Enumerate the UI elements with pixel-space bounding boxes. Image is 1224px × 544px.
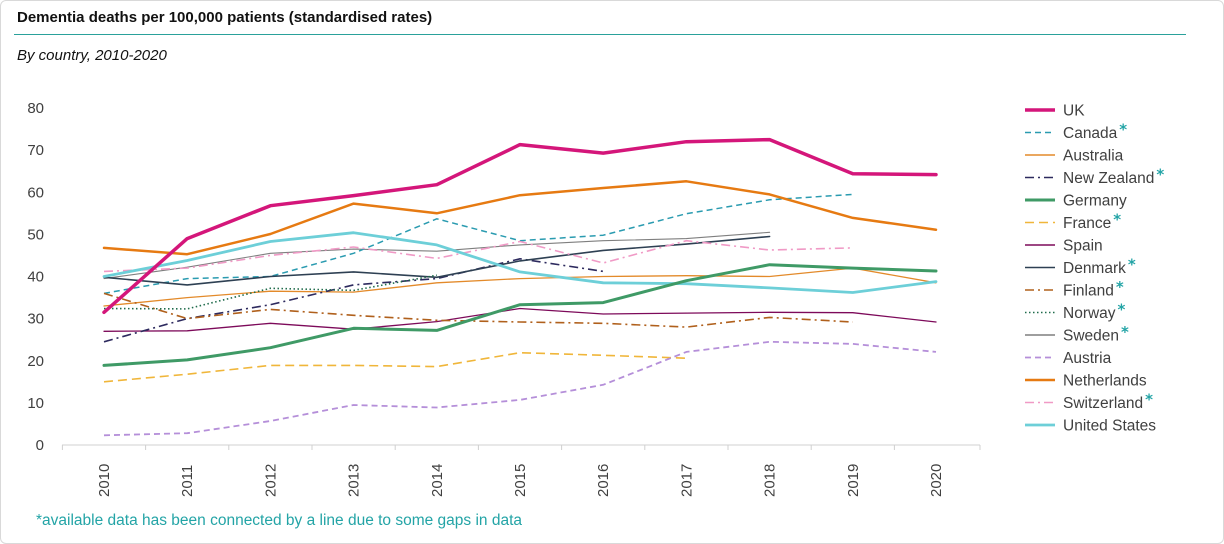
series-line-norway bbox=[103, 274, 437, 310]
legend-star-marker: * bbox=[1116, 278, 1124, 296]
chart-subtitle: By country, 2010-2020 bbox=[17, 47, 167, 64]
x-tick-label: 2016 bbox=[595, 464, 612, 497]
legend-star-marker: * bbox=[1156, 166, 1164, 184]
footnote: *available data has been connected by a … bbox=[36, 512, 523, 529]
legend-label: France bbox=[1063, 215, 1111, 232]
y-tick-label: 20 bbox=[27, 353, 44, 370]
legend-label: Canada bbox=[1063, 125, 1118, 142]
y-tick-label: 40 bbox=[27, 269, 44, 286]
series-line-australia bbox=[103, 267, 937, 307]
legend-label: Finland bbox=[1063, 283, 1114, 300]
y-tick-label: 50 bbox=[27, 226, 44, 243]
legend-star-marker: * bbox=[1128, 256, 1136, 274]
series-line-denmark bbox=[103, 235, 771, 286]
legend-star-marker: * bbox=[1121, 323, 1129, 341]
series-line-switzerland bbox=[103, 239, 853, 273]
legend-label: Germany bbox=[1063, 193, 1127, 210]
series-line-uk bbox=[102, 137, 938, 315]
legend-label: Denmark bbox=[1063, 260, 1126, 277]
legend-label: Switzerland bbox=[1063, 395, 1143, 412]
series-line-sweden bbox=[103, 231, 771, 280]
series-line-netherlands bbox=[102, 180, 938, 256]
x-tick-label: 2015 bbox=[512, 464, 529, 497]
y-tick-label: 70 bbox=[27, 142, 44, 159]
x-tick-label: 2012 bbox=[262, 464, 279, 497]
legend-label: United States bbox=[1063, 418, 1156, 435]
x-tick-label: 2020 bbox=[928, 464, 945, 497]
y-tick-label: 0 bbox=[36, 437, 44, 454]
x-tick-label: 2018 bbox=[762, 464, 779, 497]
legend-label: Norway bbox=[1063, 305, 1116, 322]
legend-star-marker: * bbox=[1145, 391, 1153, 409]
y-tick-label: 60 bbox=[27, 184, 44, 201]
y-tick-label: 10 bbox=[27, 395, 44, 412]
title-divider bbox=[14, 34, 1186, 35]
legend-star-marker: * bbox=[1119, 121, 1127, 139]
series-line-canada bbox=[103, 193, 853, 295]
legend-label: Spain bbox=[1063, 238, 1103, 255]
series-line-austria bbox=[103, 340, 937, 437]
series-line-germany bbox=[102, 263, 938, 367]
series-line-spain bbox=[103, 307, 937, 332]
x-tick-label: 2011 bbox=[179, 465, 196, 497]
series-line-finland bbox=[103, 292, 853, 328]
y-tick-label: 30 bbox=[27, 311, 44, 328]
series-line-france bbox=[103, 351, 687, 383]
series-line-united-states bbox=[102, 231, 938, 294]
legend-label: Austria bbox=[1063, 350, 1112, 367]
x-tick-label: 2014 bbox=[429, 464, 446, 497]
legend-label: Australia bbox=[1063, 148, 1124, 165]
x-tick-label: 2010 bbox=[96, 464, 113, 497]
legend-star-marker: * bbox=[1113, 211, 1121, 229]
x-tick-label: 2013 bbox=[346, 464, 363, 497]
legend-label: UK bbox=[1063, 103, 1085, 120]
legend-label: New Zealand bbox=[1063, 170, 1154, 187]
x-tick-label: 2019 bbox=[845, 464, 862, 497]
legend-label: Netherlands bbox=[1063, 373, 1147, 390]
chart-title: Dementia deaths per 100,000 patients (st… bbox=[17, 9, 433, 26]
y-tick-label: 80 bbox=[27, 100, 44, 117]
legend-star-marker: * bbox=[1118, 301, 1126, 319]
series-line-new-zealand bbox=[103, 258, 604, 343]
x-tick-label: 2017 bbox=[678, 464, 695, 497]
legend-label: Sweden bbox=[1063, 328, 1119, 345]
